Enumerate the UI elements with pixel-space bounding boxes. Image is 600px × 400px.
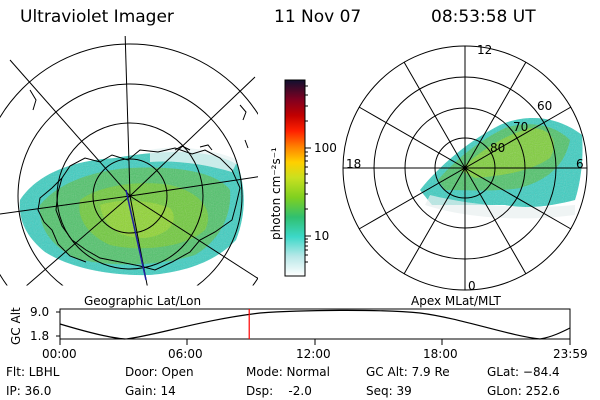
- coastline-islands: [29, 89, 249, 151]
- info-mode: Mode: Normal: [246, 365, 330, 379]
- info-gain: Gain: 14: [125, 384, 176, 398]
- orbit-xtick-2: 12:00: [296, 347, 331, 361]
- orbit-ytick-max: 9.0: [30, 305, 50, 319]
- geographic-caption: Geographic Lat/Lon: [84, 294, 202, 308]
- colorbar-tick-100: 100: [314, 141, 337, 155]
- orbit-ylabel: GC Alt: [9, 307, 23, 345]
- mlt-label-6: 6: [576, 157, 584, 171]
- spacecraft-meridian: [125, 189, 147, 281]
- orbit-ytick-min: 1.8: [30, 329, 50, 343]
- mlat-label-80: 80: [490, 141, 506, 155]
- date-label: 11 Nov 07: [274, 7, 362, 27]
- orbit-xtick-1: 06:00: [168, 347, 203, 361]
- coastline-peninsula: [37, 177, 87, 263]
- info-flt: Flt: LBHL: [6, 365, 60, 379]
- apex-caption: Apex MLat/MLT: [411, 294, 501, 308]
- info-dsp: Dsp: -2.0: [246, 384, 312, 398]
- meridians: [0, 36, 258, 286]
- mlt-lines: [343, 46, 587, 290]
- orbit-plot: [56, 308, 571, 345]
- mlt-label-0: 0: [468, 279, 476, 293]
- mlt-label-18: 18: [346, 157, 362, 171]
- latitude-circles: [0, 43, 258, 286]
- info-seq: Seq: 39: [366, 384, 412, 398]
- colorbar: [284, 79, 311, 277]
- mlt-label-12: 12: [477, 43, 493, 57]
- info-door: Door: Open: [125, 365, 194, 379]
- instrument-title: Ultraviolet Imager: [20, 7, 174, 27]
- colorbar-tick-10: 10: [314, 229, 330, 243]
- orbit-xtick-3: 18:00: [423, 347, 458, 361]
- colorbar-unit-label: photon cm⁻²s⁻¹: [269, 147, 283, 240]
- magnetic-map: [342, 45, 588, 291]
- aurora-image-left: [19, 147, 244, 276]
- info-glon: GLon: 252.6: [487, 384, 560, 398]
- orbit-xtick-0: 00:00: [42, 347, 77, 361]
- geographic-map: [0, 36, 258, 286]
- orbit-xtick-4: 23:59: [553, 347, 588, 361]
- info-ip: IP: 36.0: [6, 384, 52, 398]
- time-label: 08:53:58 UT: [431, 7, 536, 27]
- orbit-ticks: [56, 311, 571, 345]
- altitude-curve: [59, 309, 571, 340]
- coastline: [55, 147, 241, 271]
- mlat-label-70: 70: [513, 120, 529, 134]
- info-glat: GLat: −84.4: [487, 365, 560, 379]
- info-gcalt: GC Alt: 7.9 Re: [366, 365, 450, 379]
- mlat-label-60: 60: [537, 99, 553, 113]
